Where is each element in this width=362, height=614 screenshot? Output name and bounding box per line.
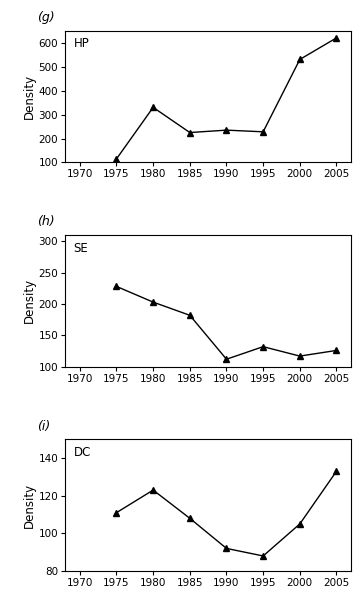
- Text: (i): (i): [37, 419, 50, 433]
- Text: (h): (h): [37, 216, 54, 228]
- Y-axis label: Density: Density: [23, 278, 36, 324]
- Text: DC: DC: [74, 446, 91, 459]
- Text: (g): (g): [37, 11, 54, 24]
- Text: SE: SE: [74, 241, 88, 255]
- Y-axis label: Density: Density: [23, 74, 36, 119]
- Y-axis label: Density: Density: [23, 483, 36, 527]
- Text: HP: HP: [74, 37, 89, 50]
